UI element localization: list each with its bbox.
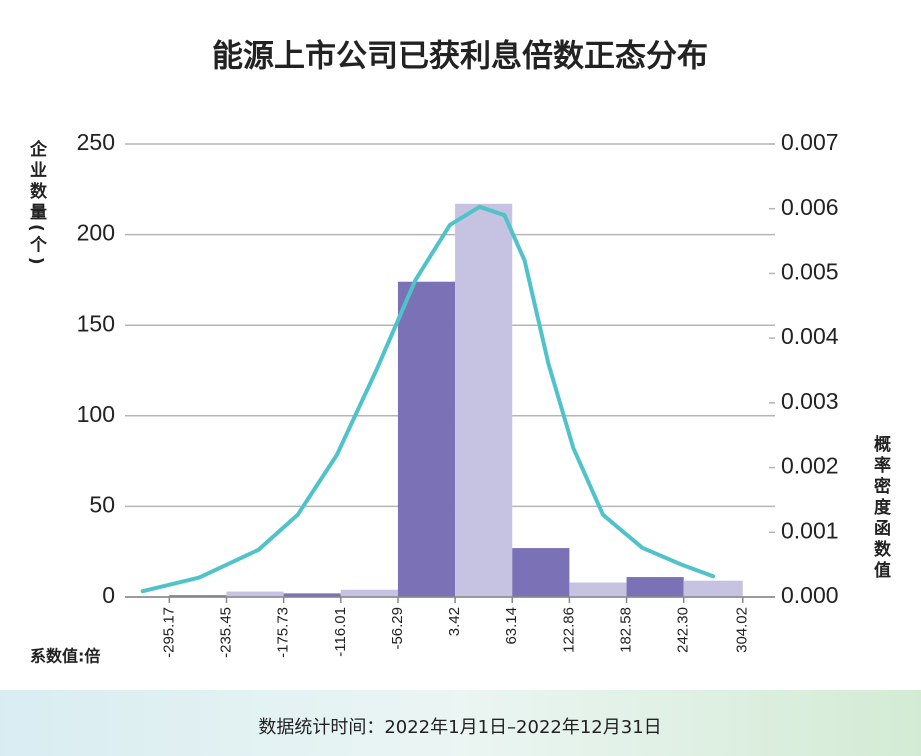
y2-axis-label: 概率密度函数值 [870,434,891,582]
bar [569,582,627,597]
x-tick-label: 63.14 [503,607,520,645]
y2-tick-label: 0.003 [781,388,839,414]
y-tick-label: 50 [89,491,115,517]
y2-tick-label: 0.007 [781,129,839,155]
x-tick-label: -235.45 [217,607,234,658]
y2-tick-label: 0.002 [781,453,839,479]
y-tick-label: 200 [77,220,115,246]
x-tick-label: -175.73 [275,607,292,658]
footer: 数据统计时间：2022年1月1日–2022年12月31日 [258,717,661,738]
x-tick-label: 182.58 [618,607,635,653]
y-axis-label: 企业数量(个) [26,139,48,269]
x-tick-label: -56.29 [389,607,406,650]
footer-band [0,690,921,756]
y-tick-label: 100 [77,401,115,427]
bar [226,591,284,597]
x-axis-label: 系数值:倍 [30,647,100,666]
y-tick-label: 0 [102,582,115,608]
y-tick-label: 250 [77,129,115,155]
x-tick-label: 242.30 [675,607,692,653]
x-tick-label: 304.02 [734,607,751,653]
y-tick-label: 150 [77,310,115,336]
bar [283,593,341,597]
bar [169,595,227,597]
y2-tick-label: 0.000 [781,582,839,608]
y2-tick-label: 0.006 [781,194,839,220]
x-tick-label: -116.01 [332,607,349,657]
bar [683,580,743,597]
density-curve [140,204,716,594]
x-tick-label: 3.42 [446,607,463,636]
bar [455,203,513,597]
y2-tick-label: 0.005 [781,259,839,285]
bar [397,281,456,597]
chart-title: 能源上市公司已获利息倍数正态分布 [212,39,708,75]
y2-tick-label: 0.004 [781,323,839,349]
x-tick-label: 122.86 [560,607,577,653]
y2-tick-label: 0.001 [781,517,839,543]
bar [340,589,398,597]
bar [626,577,684,597]
x-tick-label: -295.17 [160,607,177,658]
bar [512,548,570,597]
